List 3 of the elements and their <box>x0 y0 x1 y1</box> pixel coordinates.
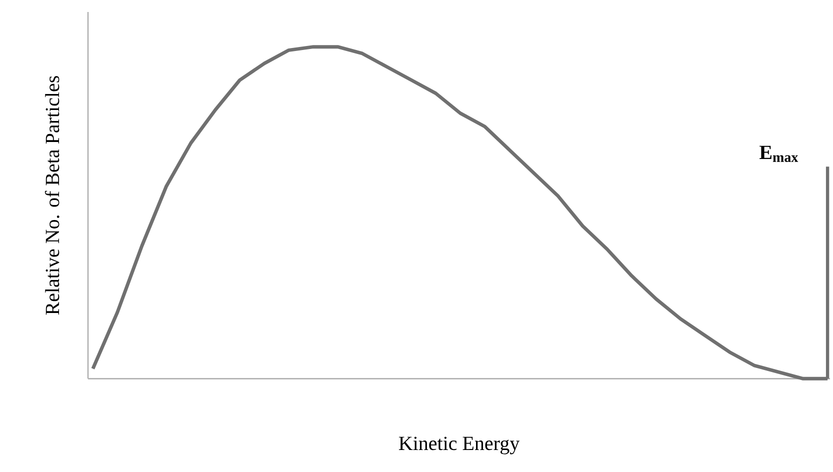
x-axis-title: Kinetic Energy <box>398 436 520 454</box>
annotation: E$_{max}$ <box>760 146 798 162</box>
y-axis-title: Relative No. of Beta Particles <box>44 76 60 315</box>
